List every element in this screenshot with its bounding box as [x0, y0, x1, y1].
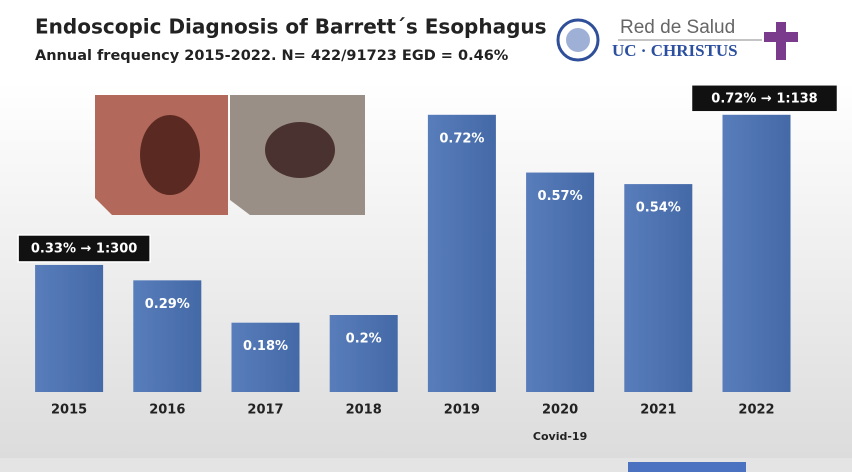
value-label: 0.33% → 1:300	[31, 241, 137, 256]
footer-tab	[628, 462, 746, 472]
value-label: 0.18%	[243, 339, 288, 354]
image-lumen	[265, 122, 335, 178]
bar-shade	[35, 264, 104, 392]
x-tick-label: 2018	[346, 403, 382, 418]
callout-box	[690, 84, 839, 113]
bar-shade	[722, 114, 791, 393]
x-tick-label: 2017	[247, 403, 283, 418]
x-tick-label: 2021	[640, 403, 676, 418]
endoscopy-image	[95, 95, 365, 215]
image-lumen	[140, 115, 200, 195]
x-tick-label: 2022	[738, 403, 774, 418]
value-label: 0.72% → 1:138	[711, 91, 817, 106]
annotation: Covid-19	[533, 430, 587, 443]
x-tick-label: 2019	[444, 403, 480, 418]
x-tick-label: 2016	[149, 403, 185, 418]
value-label: 0.72%	[439, 131, 484, 146]
value-label: 0.2%	[346, 332, 382, 347]
bar-shade	[526, 172, 595, 392]
logo: Red de Salud UC · CHRISTUS	[556, 17, 798, 62]
x-tick-label: 2020	[542, 403, 578, 418]
logo-text: Red de Salud	[620, 17, 735, 38]
bar-shade	[329, 315, 398, 392]
bar-shade	[624, 184, 693, 392]
bar-shade	[427, 114, 496, 393]
bar-shade	[133, 280, 202, 392]
value-label: 0.57%	[538, 189, 583, 204]
chart-subtitle: Annual frequency 2015-2022. N= 422/91723…	[35, 48, 509, 64]
logo-text: UC · CHRISTUS	[612, 41, 738, 60]
value-label: 0.54%	[636, 201, 681, 216]
chart-title: Endoscopic Diagnosis of Barrett´s Esopha…	[35, 15, 547, 39]
logo-emblem-inner	[566, 28, 590, 52]
bar-shade	[231, 322, 300, 392]
callout-box	[17, 234, 151, 263]
value-label: 0.29%	[145, 297, 190, 312]
logo-cross	[764, 22, 798, 60]
x-tick-label: 2015	[51, 403, 87, 418]
